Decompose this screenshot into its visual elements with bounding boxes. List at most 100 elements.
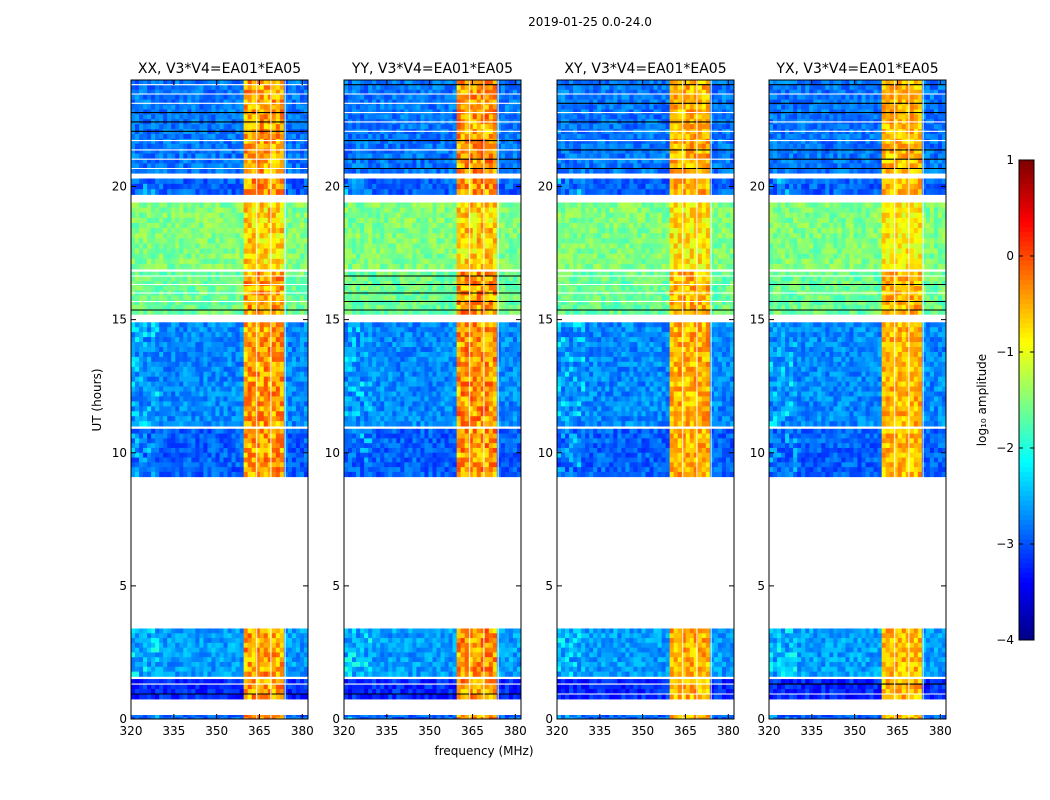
heatmap-cell (492, 715, 498, 718)
heatmap-cell (139, 104, 144, 110)
heatmap-cell (135, 212, 140, 219)
heatmap-cell (444, 689, 449, 695)
heatmap-cell (171, 689, 176, 695)
heatmap-cell (235, 327, 241, 333)
heatmap-cell (279, 207, 285, 214)
heatmap-cell (512, 438, 518, 444)
heatmap-cell (175, 228, 180, 234)
heatmap-cell (255, 163, 261, 169)
heatmap-cell (508, 638, 514, 644)
heatmap-cell (155, 148, 160, 154)
heatmap-cell (271, 401, 277, 407)
heatmap-cell (179, 332, 184, 338)
heatmap-cell (187, 238, 192, 244)
heatmap-cell (207, 238, 212, 244)
heatmap-cell (283, 628, 289, 634)
heatmap-cell (247, 207, 253, 214)
heatmap-cell (223, 381, 228, 387)
heatmap-cell (227, 233, 232, 239)
heatmap-cell (267, 168, 273, 174)
heatmap-cell (452, 447, 458, 454)
heatmap-cell (287, 467, 293, 473)
heatmap-cell (484, 679, 490, 685)
heatmap-cell (207, 633, 212, 639)
heatmap-cell (211, 300, 216, 306)
heatmap-cell (444, 666, 449, 672)
heatmap-cell (147, 361, 152, 368)
heatmap-cell (231, 104, 236, 110)
heatmap-cell (279, 662, 285, 668)
heatmap-cell (247, 633, 253, 639)
heatmap-cell (175, 462, 180, 468)
heatmap-cell (279, 689, 285, 695)
heatmap-cell (251, 228, 257, 234)
heatmap-cell (171, 462, 176, 468)
heatmap-cell (167, 386, 172, 392)
heatmap-cell (191, 248, 196, 255)
heatmap-cell (243, 416, 249, 422)
heatmap-cell (275, 381, 281, 387)
heatmap-cell (227, 376, 232, 383)
heatmap-cell (295, 104, 301, 110)
heatmap-cell (159, 433, 164, 439)
heatmap-cell (291, 443, 297, 449)
heatmap-cell (255, 638, 261, 644)
heatmap-cell (219, 356, 224, 363)
heatmap-cell (384, 679, 389, 685)
heatmap-cell (492, 689, 498, 695)
heatmap-cell (468, 633, 474, 639)
heatmap-cell (203, 202, 208, 208)
heatmap-cell (207, 684, 212, 690)
heatmap-cell (223, 361, 228, 368)
heatmap-cell (147, 80, 152, 86)
heatmap-cell (303, 228, 309, 234)
heatmap-cell (171, 148, 176, 154)
heatmap-cell (376, 657, 381, 663)
heatmap-cell (275, 84, 281, 91)
heatmap-cell (480, 717, 486, 720)
heatmap-cell (219, 153, 224, 159)
heatmap-cell (231, 411, 236, 417)
heatmap-cell (183, 684, 188, 690)
heatmap-cell (163, 366, 168, 373)
heatmap-cell (195, 342, 200, 348)
heatmap-cell (147, 671, 152, 677)
heatmap-cell (191, 281, 196, 287)
heatmap-cell (179, 295, 184, 301)
heatmap-cell (195, 124, 200, 130)
heatmap-cell (448, 647, 454, 653)
heatmap-cell (219, 652, 224, 658)
heatmap-cell (287, 381, 293, 387)
heatmap-cell (299, 238, 305, 244)
heatmap-cell (147, 295, 152, 301)
heatmap-cell (171, 178, 176, 185)
heatmap-cell (191, 163, 196, 169)
heatmap-cell (219, 371, 224, 378)
heatmap-cell (287, 356, 293, 363)
heatmap-cell (251, 421, 257, 427)
heatmap-cell (255, 271, 261, 277)
heatmap-cell (291, 178, 297, 185)
heatmap-cell (195, 143, 200, 150)
heatmap-cell (271, 189, 277, 195)
heatmap-cell (195, 633, 200, 639)
heatmap-cell (271, 80, 277, 86)
heatmap-cell (259, 243, 265, 249)
heatmap-cell (440, 433, 445, 439)
heatmap-cell (175, 309, 180, 315)
heatmap-cell (267, 689, 273, 695)
heatmap-cell (159, 207, 164, 214)
heatmap-cell (155, 327, 160, 333)
heatmap-cell (291, 309, 297, 315)
heatmap-cell (135, 143, 140, 150)
heatmap-cell (191, 327, 196, 333)
heatmap-cell (183, 452, 188, 458)
heatmap-cell (247, 452, 253, 458)
heatmap-cell (480, 689, 486, 695)
heatmap-cell (299, 443, 305, 449)
heatmap-cell (159, 633, 164, 639)
heatmap-cell (299, 327, 305, 333)
heatmap-cell (259, 438, 265, 444)
heatmap-cell (247, 238, 253, 244)
heatmap-cell (183, 148, 188, 154)
